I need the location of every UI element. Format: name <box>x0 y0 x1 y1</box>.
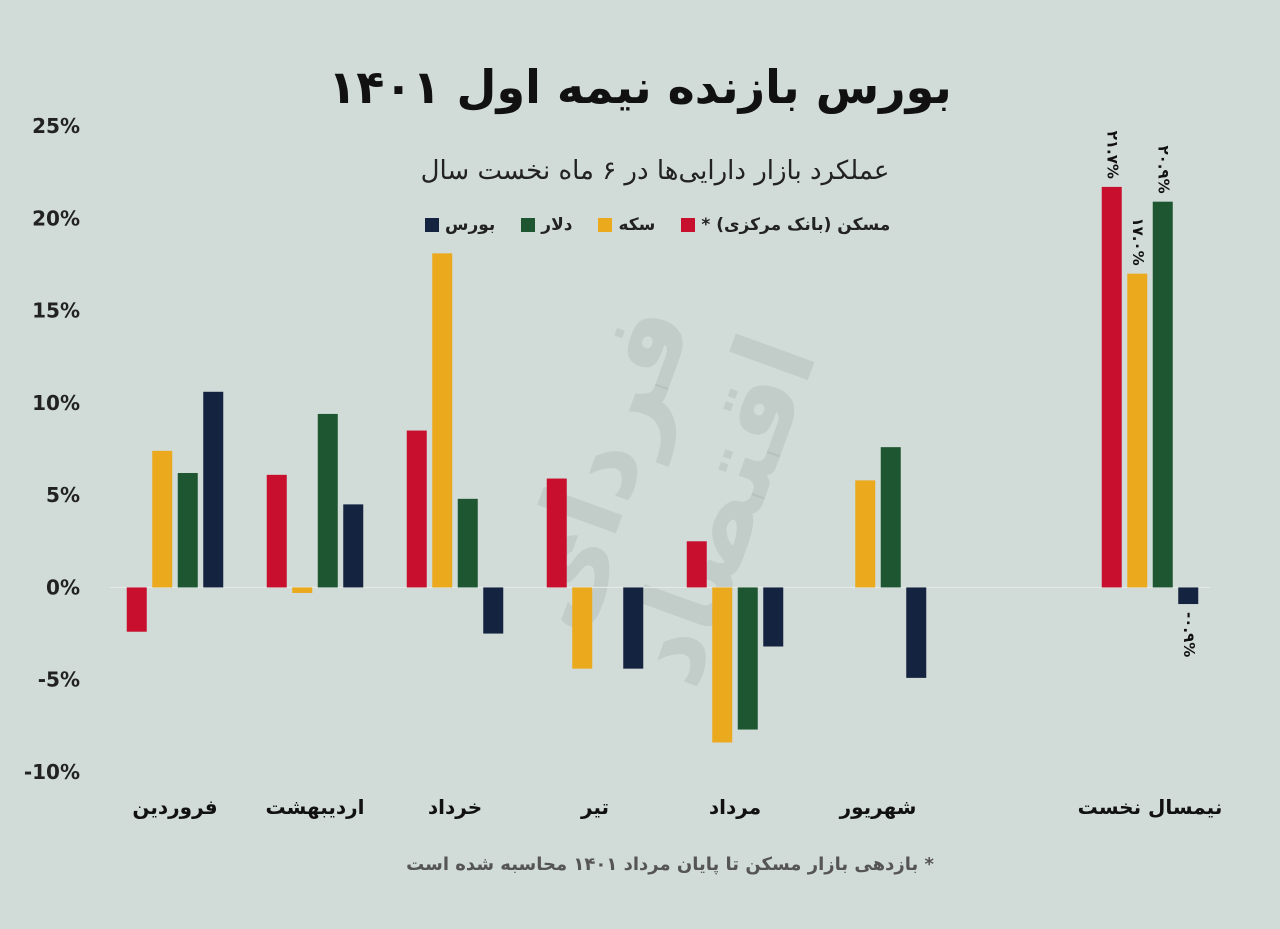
bar-series2-cat4 <box>737 587 758 730</box>
bar-series1-cat4 <box>712 587 733 743</box>
bar-series2-cat2 <box>457 498 478 588</box>
bar-series3-cat6 <box>1178 587 1199 605</box>
bar-series0-cat1 <box>266 474 287 588</box>
legend-item-coin: سکه <box>598 215 655 235</box>
x-category-label: شهریور <box>839 795 917 819</box>
y-tick-label: 5% <box>46 483 80 507</box>
chart-subtitle: عملکرد بازار دارایی‌ها در ۶ ماه نخست سال <box>420 156 890 186</box>
y-tick-label: 0% <box>46 575 80 599</box>
x-category-label: نیمسال نخست <box>1078 795 1223 819</box>
bar-series3-cat0 <box>203 391 224 588</box>
bar-series3-cat4 <box>763 587 784 647</box>
bar-series3-cat3 <box>623 587 644 669</box>
x-category-label: فروردین <box>132 795 217 819</box>
x-category-label: خرداد <box>428 795 482 819</box>
y-tick-label: -10% <box>24 760 80 784</box>
bar-series0-cat2 <box>406 430 427 588</box>
bar-series0-cat4 <box>686 541 707 588</box>
y-tick-label: 25% <box>32 114 80 138</box>
legend-swatch-stock <box>425 218 439 232</box>
legend-swatch-housing <box>681 218 696 232</box>
data-label: ۲۱.۷% <box>1103 131 1121 179</box>
bar-series3-cat5 <box>906 587 927 678</box>
x-category-label: تیر <box>580 795 609 819</box>
legend-item-housing: مسکن (بانک مرکزی) * <box>681 215 890 235</box>
y-tick-label: 15% <box>32 299 80 323</box>
bar-series0-cat3 <box>546 478 567 588</box>
x-category-label: اردیبهشت <box>265 795 364 819</box>
y-tick-label: 20% <box>32 206 80 230</box>
x-category-label: مرداد <box>709 795 761 819</box>
bar-series2-cat1 <box>317 413 338 588</box>
bar-series3-cat1 <box>343 504 364 588</box>
bar-series1-cat0 <box>152 450 173 588</box>
legend-label-housing: مسکن (بانک مرکزی) * <box>701 215 891 235</box>
bar-series2-cat6 <box>1152 201 1173 588</box>
bar-series1-cat3 <box>572 587 593 669</box>
bar-series2-cat5 <box>880 447 901 588</box>
bar-series1-cat2 <box>432 253 453 588</box>
bar-series0-cat6 <box>1101 186 1122 588</box>
legend-label-dollar: دلار <box>541 215 573 235</box>
bar-series0-cat0 <box>126 587 147 632</box>
chart-title: بورس بازنده نیمه اول ۱۴۰۱ <box>328 60 952 114</box>
data-label: -۰.۹% <box>1180 612 1198 657</box>
legend-item-stock: بورس <box>425 215 495 235</box>
legend-swatch-coin <box>598 218 613 232</box>
y-tick-label: -5% <box>38 668 80 692</box>
bar-series1-cat1 <box>292 587 313 593</box>
data-label: ۲۰.۹% <box>1154 145 1172 193</box>
bar-series2-cat0 <box>177 472 198 588</box>
y-tick-label: 10% <box>32 391 80 415</box>
footnote: * بازدهی بازار مسکن تا پایان مرداد ۱۴۰۱ … <box>406 854 934 875</box>
legend-label-stock: بورس <box>445 215 496 235</box>
legend-item-dollar: دلار <box>521 215 572 235</box>
bar-series3-cat2 <box>483 587 504 634</box>
legend-label-coin: سکه <box>618 215 656 235</box>
data-label: ۱۷.۰% <box>1129 217 1147 265</box>
legend: بورس دلار سکه مسکن (بانک مرکزی) * <box>425 215 890 235</box>
bar-series1-cat6 <box>1127 273 1148 588</box>
legend-swatch-dollar <box>521 218 536 232</box>
bar-series1-cat5 <box>855 480 876 588</box>
